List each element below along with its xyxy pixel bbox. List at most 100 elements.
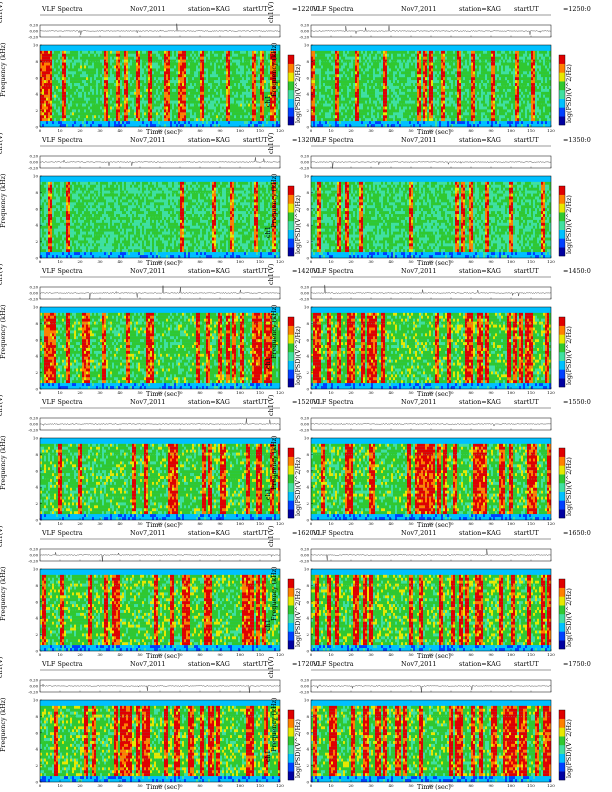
spectrogram-cell bbox=[192, 124, 195, 128]
spectrogram-cell bbox=[333, 83, 336, 87]
spectrogram-cell bbox=[240, 77, 243, 81]
spectrogram-cell bbox=[315, 45, 318, 48]
spectrogram-cell bbox=[114, 62, 117, 66]
spectrogram-cell bbox=[84, 124, 87, 128]
spectrogram-cell bbox=[363, 53, 366, 57]
spectrogram-cell bbox=[156, 88, 159, 92]
spectrogram-cell bbox=[329, 53, 332, 57]
spectrogram-cell bbox=[184, 124, 187, 128]
spectrogram-cell bbox=[216, 47, 219, 51]
spectrogram-cell bbox=[132, 62, 135, 66]
spectrogram-cell bbox=[246, 47, 249, 51]
spectrogram-cell bbox=[311, 97, 314, 101]
spectrogram-cell bbox=[100, 62, 103, 66]
spectrogram-cell bbox=[266, 45, 269, 48]
spectrogram-cell bbox=[232, 45, 235, 48]
spectrogram-cell bbox=[387, 74, 390, 78]
spectrogram-cell bbox=[413, 118, 416, 122]
spectrogram-cell bbox=[200, 71, 203, 75]
spectrogram-cell bbox=[268, 94, 271, 98]
spectrogram-cell bbox=[337, 103, 340, 107]
spectrogram-cell bbox=[172, 97, 175, 101]
spectrogram-cell bbox=[268, 45, 271, 48]
spectrogram-cell bbox=[363, 124, 366, 128]
spectrogram-cell bbox=[234, 106, 237, 110]
spectrogram-cell bbox=[136, 121, 139, 125]
spectrogram-cell bbox=[106, 115, 109, 119]
spectrogram-cell bbox=[393, 103, 396, 107]
spectrogram-cell bbox=[381, 124, 384, 128]
spectrogram-cell bbox=[321, 77, 324, 81]
spectrogram-cell bbox=[78, 100, 81, 104]
spectrogram-cell bbox=[190, 103, 193, 107]
spectrogram-cell bbox=[206, 50, 209, 54]
spectrogram-cell bbox=[345, 77, 348, 81]
spectrogram-cell bbox=[138, 71, 141, 75]
spectrogram-cell bbox=[106, 71, 109, 75]
spectrogram-cell bbox=[196, 112, 199, 116]
spectrogram-cell bbox=[313, 80, 316, 84]
spectrogram-cell bbox=[122, 106, 125, 110]
spectrogram-cell bbox=[118, 74, 121, 78]
spectrogram-cell bbox=[331, 88, 334, 92]
spectrogram-cell bbox=[359, 56, 362, 60]
spectrogram-cell bbox=[134, 115, 137, 119]
spectrogram-cell bbox=[268, 118, 271, 122]
spectrogram-cell bbox=[234, 59, 237, 63]
spectrogram-cell bbox=[311, 124, 314, 128]
spectrogram-cell bbox=[315, 124, 318, 128]
spectrogram-cell bbox=[337, 56, 340, 60]
spectrogram-cell bbox=[168, 71, 171, 75]
spectrogram-cell bbox=[112, 97, 115, 101]
spectrogram-cell bbox=[276, 53, 279, 57]
spectrogram-cell bbox=[222, 50, 225, 54]
spectrogram-cell bbox=[343, 97, 346, 101]
spectrogram-cell bbox=[122, 88, 125, 92]
spectrogram-cell bbox=[250, 94, 253, 98]
spectrogram-cell bbox=[46, 100, 49, 104]
spectrogram-cell bbox=[104, 47, 107, 51]
spectrogram-cell bbox=[114, 74, 117, 78]
spectrogram-cell bbox=[74, 68, 77, 72]
spectrogram-cell bbox=[357, 124, 360, 128]
spectrogram-cell bbox=[381, 100, 384, 104]
spectrogram-cell bbox=[250, 47, 253, 51]
spectrogram-cell bbox=[98, 80, 101, 84]
spectrogram-cell bbox=[202, 47, 205, 51]
spectrogram-cell bbox=[246, 91, 249, 95]
spectrogram-cell bbox=[126, 121, 129, 125]
spectrogram-cell bbox=[84, 88, 87, 92]
spectrogram-cell bbox=[204, 47, 207, 51]
spectrogram-cell bbox=[144, 59, 147, 63]
spectrogram-cell bbox=[335, 100, 338, 104]
spectrogram-cell bbox=[70, 115, 73, 119]
spectrogram-cell bbox=[397, 103, 400, 107]
spectrogram-cell bbox=[76, 83, 79, 87]
spectrogram-cell bbox=[46, 115, 49, 119]
spectrogram-cell bbox=[232, 80, 235, 84]
spectrogram-cell bbox=[110, 71, 113, 75]
spectrogram-cell bbox=[176, 68, 179, 72]
spectrogram-cell bbox=[313, 45, 316, 48]
spectrogram-cell bbox=[393, 121, 396, 125]
spectrogram-cell bbox=[329, 118, 332, 122]
spectrogram-cell bbox=[128, 118, 131, 122]
spectrogram-cell bbox=[244, 124, 247, 128]
spectrogram-cell bbox=[204, 115, 207, 119]
spectrogram-cell bbox=[172, 109, 175, 113]
spectrogram-cell bbox=[86, 59, 89, 63]
spectrogram-cell bbox=[238, 45, 241, 48]
time-tick-label: 70 bbox=[177, 128, 183, 133]
spectrogram-cell bbox=[72, 124, 75, 128]
spectrogram-cell bbox=[170, 77, 173, 81]
spectrogram-cell bbox=[399, 80, 402, 84]
spectrogram-cell bbox=[84, 62, 87, 66]
spectrogram-cell bbox=[413, 88, 416, 92]
spectrogram-cell bbox=[88, 109, 91, 113]
spectrogram-cell bbox=[238, 94, 241, 98]
spectrogram-cell bbox=[226, 124, 229, 128]
spectrogram-cell bbox=[192, 53, 195, 57]
spectrogram-cell bbox=[156, 86, 159, 89]
spectrogram-cell bbox=[88, 50, 91, 54]
spectrogram-cell bbox=[100, 106, 103, 110]
